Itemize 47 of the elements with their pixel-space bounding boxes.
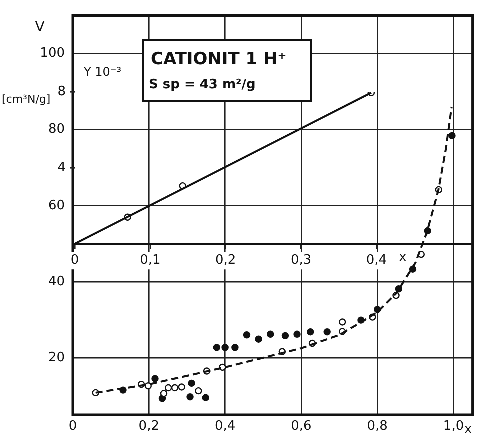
point (448, 132, 456, 140)
point (213, 344, 221, 352)
x-tick-label: 0,3 (290, 253, 312, 268)
y-tick-label: 40 (48, 274, 65, 290)
point (178, 384, 186, 391)
point (186, 394, 194, 401)
point (294, 330, 301, 338)
x-tick-label: 1,0 (443, 419, 464, 434)
x-tick-label: 0,2 (138, 419, 160, 434)
point (222, 344, 229, 352)
x-axis-title: x (399, 250, 406, 264)
point (202, 394, 210, 402)
point (255, 336, 262, 343)
point (267, 330, 274, 338)
point (160, 390, 168, 398)
annotation: CATIONIT 1 H⁺ (151, 49, 287, 70)
y-tick-label: 20 (48, 350, 65, 366)
annotation: S sp = 43 m²/g (149, 77, 256, 92)
point (338, 318, 346, 326)
y-tick-label: 4 (58, 160, 66, 176)
point (144, 382, 152, 390)
x-tick-label: 0,1 (140, 253, 161, 268)
x-tick-label: 0,8 (367, 419, 388, 434)
point (188, 380, 196, 388)
x-tick-label: 0,2 (216, 253, 236, 268)
point (195, 387, 202, 395)
point (171, 384, 179, 392)
point (152, 375, 159, 382)
point (306, 328, 314, 336)
x-tick-label: 0,4 (366, 253, 388, 268)
x-axis-title: x (464, 422, 472, 436)
y-axis-title: V (35, 20, 46, 36)
x-tick-label: 0,4 (214, 419, 236, 434)
point (243, 332, 251, 339)
point (164, 384, 172, 392)
y-tick-label: 60 (48, 198, 65, 214)
point (282, 332, 290, 340)
y-tick-label: 8 (58, 84, 66, 100)
y-tick-label: 80 (48, 122, 65, 138)
text: [cm³N/g] (2, 92, 51, 106)
y-tick-label: 100 (40, 46, 65, 62)
y-axis-title: Y 10⁻³ (83, 65, 122, 80)
point (324, 328, 331, 336)
point (232, 344, 239, 352)
x-tick-label: 0 (70, 253, 80, 268)
x-tick-label: 0 (68, 419, 78, 434)
x-tick-label: 0,6 (291, 419, 312, 434)
